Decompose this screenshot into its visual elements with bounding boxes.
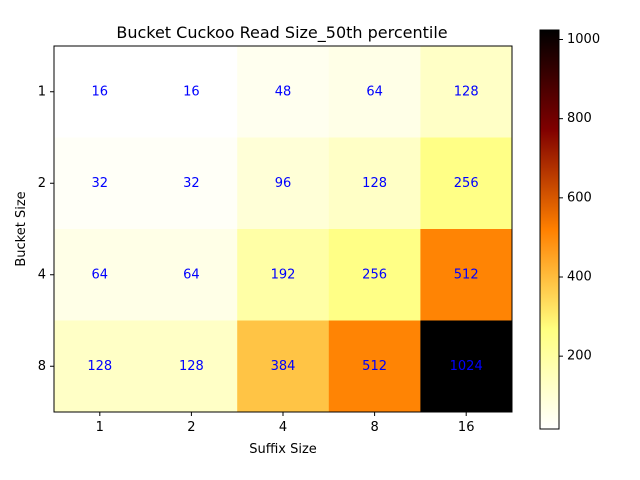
cell-value-label: 512: [362, 359, 387, 374]
x-tick-label: 4: [279, 420, 287, 435]
cell-value-label: 64: [183, 267, 200, 282]
heatmap-cell: [328, 229, 421, 321]
cell-value-label: 256: [362, 267, 387, 282]
heatmap-cell: [420, 229, 513, 321]
colorbar-ticks: 200 400 600 800 1000: [559, 32, 600, 364]
heatmap-cell: [420, 46, 513, 138]
x-axis-ticks: 1 2 4 8 16: [96, 412, 475, 435]
colorbar-tick-label: 400: [567, 270, 592, 285]
cell-value-label: 16: [183, 84, 200, 99]
heatmap-cell: [420, 137, 513, 230]
heatmap-cell: [237, 137, 330, 230]
cell-value-label: 512: [454, 267, 479, 282]
cell-value-label: 128: [454, 84, 479, 99]
x-tick-label: 2: [187, 420, 195, 435]
cell-value-label: 32: [92, 176, 109, 191]
colorbar: [539, 29, 560, 430]
heatmap-cell: [145, 137, 238, 230]
cell-value-label: 128: [362, 176, 387, 191]
heatmap-cell: [54, 320, 147, 413]
x-tick-label: 8: [370, 420, 378, 435]
y-tick-label: 8: [38, 359, 46, 374]
heatmap-cell: [237, 320, 330, 413]
cell-value-label: 192: [271, 267, 296, 282]
colorbar-tick-label: 600: [567, 190, 592, 205]
y-tick-label: 2: [38, 176, 46, 191]
cell-value-label: 48: [275, 84, 292, 99]
heatmap-cell: [237, 229, 330, 321]
cell-value-label: 64: [92, 267, 109, 282]
cell-value-label: 1024: [450, 359, 483, 374]
cell-value-label: 16: [92, 84, 109, 99]
cell-value-label: 128: [179, 359, 204, 374]
heatmap-cell: [54, 229, 147, 321]
x-tick-label: 1: [96, 420, 104, 435]
heatmap-cell: [145, 320, 238, 413]
cell-value-label: 128: [87, 359, 112, 374]
x-tick-label: 16: [458, 420, 475, 435]
cell-value-label: 384: [271, 359, 296, 374]
y-tick-label: 4: [38, 267, 46, 282]
heatmap-cell: [145, 229, 238, 321]
heatmap-cell: [54, 46, 147, 138]
y-axis-ticks: 1 2 4 8: [38, 84, 54, 374]
colorbar-tick-label: 800: [567, 111, 592, 126]
cell-value-label: 96: [275, 176, 292, 191]
heatmap-cell: [145, 46, 238, 138]
heatmap-cell: [328, 137, 421, 230]
y-axis-label: Bucket Size: [14, 191, 29, 266]
colorbar-tick-label: 1000: [567, 32, 600, 47]
cell-value-label: 256: [454, 176, 479, 191]
heatmap-cell: [237, 46, 330, 138]
y-tick-label: 1: [38, 84, 46, 99]
heatmap-cell: [328, 320, 421, 413]
cell-value-labels: 16 16 48 64 128 32 32 96 128 256 64 64 192 256 512 128 1…: [87, 84, 482, 374]
heatmap-cell: [420, 320, 513, 413]
cell-value-label: 64: [366, 84, 383, 99]
x-axis-label: Suffix Size: [249, 442, 317, 457]
cell-value-label: 32: [183, 176, 200, 191]
heatmap-cell: [54, 137, 147, 230]
colorbar-tick-label: 200: [567, 349, 592, 364]
chart-title: Bucket Cuckoo Read Size_50th percentile: [116, 23, 447, 43]
heatmap-cells: [54, 46, 513, 413]
heatmap-cell: [328, 46, 421, 138]
